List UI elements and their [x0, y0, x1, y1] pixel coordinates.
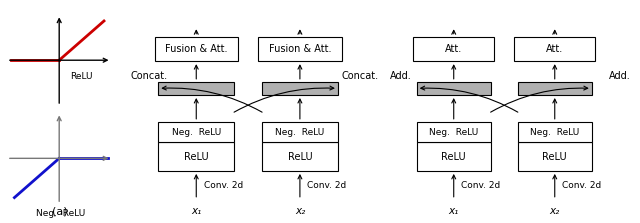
FancyBboxPatch shape — [518, 122, 592, 142]
FancyArrowPatch shape — [234, 86, 334, 112]
FancyBboxPatch shape — [417, 82, 491, 95]
Text: Conv. 2d: Conv. 2d — [461, 181, 500, 190]
Text: ReLU: ReLU — [70, 72, 93, 81]
Text: Concat.: Concat. — [131, 71, 168, 81]
Text: ReLU: ReLU — [543, 152, 567, 162]
Text: Conv. 2d: Conv. 2d — [307, 181, 347, 190]
FancyArrowPatch shape — [163, 86, 262, 112]
FancyBboxPatch shape — [158, 82, 234, 95]
FancyBboxPatch shape — [417, 122, 491, 142]
FancyBboxPatch shape — [262, 142, 338, 171]
Text: Add.: Add. — [609, 71, 631, 81]
FancyBboxPatch shape — [258, 37, 342, 61]
Text: Conv. 2d: Conv. 2d — [562, 181, 602, 190]
Text: Fusion & Att.: Fusion & Att. — [269, 44, 331, 54]
Text: x₁: x₁ — [191, 206, 202, 216]
Text: (c): (c) — [503, 222, 518, 223]
Text: ReLU: ReLU — [287, 152, 312, 162]
Text: ReLU: ReLU — [442, 152, 466, 162]
Text: Neg.  ReLU: Neg. ReLU — [429, 128, 478, 136]
Text: Fusion & Att.: Fusion & Att. — [165, 44, 227, 54]
Text: Concat.: Concat. — [341, 71, 378, 81]
Text: Add.: Add. — [390, 71, 412, 81]
Text: Neg.  ReLU: Neg. ReLU — [172, 128, 221, 136]
Text: x₂: x₂ — [295, 206, 305, 216]
Text: (b): (b) — [246, 222, 262, 223]
FancyBboxPatch shape — [158, 122, 234, 142]
Text: Neg.  ReLU: Neg. ReLU — [275, 128, 324, 136]
FancyBboxPatch shape — [518, 82, 592, 95]
FancyBboxPatch shape — [417, 142, 491, 171]
Text: Att.: Att. — [546, 44, 563, 54]
Text: Att.: Att. — [445, 44, 462, 54]
FancyBboxPatch shape — [413, 37, 494, 61]
Text: Neg.  ReLU: Neg. ReLU — [36, 209, 86, 218]
Text: x₂: x₂ — [550, 206, 560, 216]
FancyBboxPatch shape — [518, 142, 592, 171]
FancyArrowPatch shape — [420, 86, 518, 112]
FancyBboxPatch shape — [262, 82, 338, 95]
Text: ReLU: ReLU — [184, 152, 209, 162]
FancyBboxPatch shape — [154, 37, 238, 61]
FancyBboxPatch shape — [514, 37, 595, 61]
Text: x₁: x₁ — [449, 206, 459, 216]
Text: Neg.  ReLU: Neg. ReLU — [530, 128, 579, 136]
FancyArrowPatch shape — [491, 86, 588, 112]
FancyBboxPatch shape — [262, 122, 338, 142]
Text: Conv. 2d: Conv. 2d — [204, 181, 243, 190]
FancyBboxPatch shape — [158, 142, 234, 171]
Text: (a): (a) — [52, 206, 67, 216]
